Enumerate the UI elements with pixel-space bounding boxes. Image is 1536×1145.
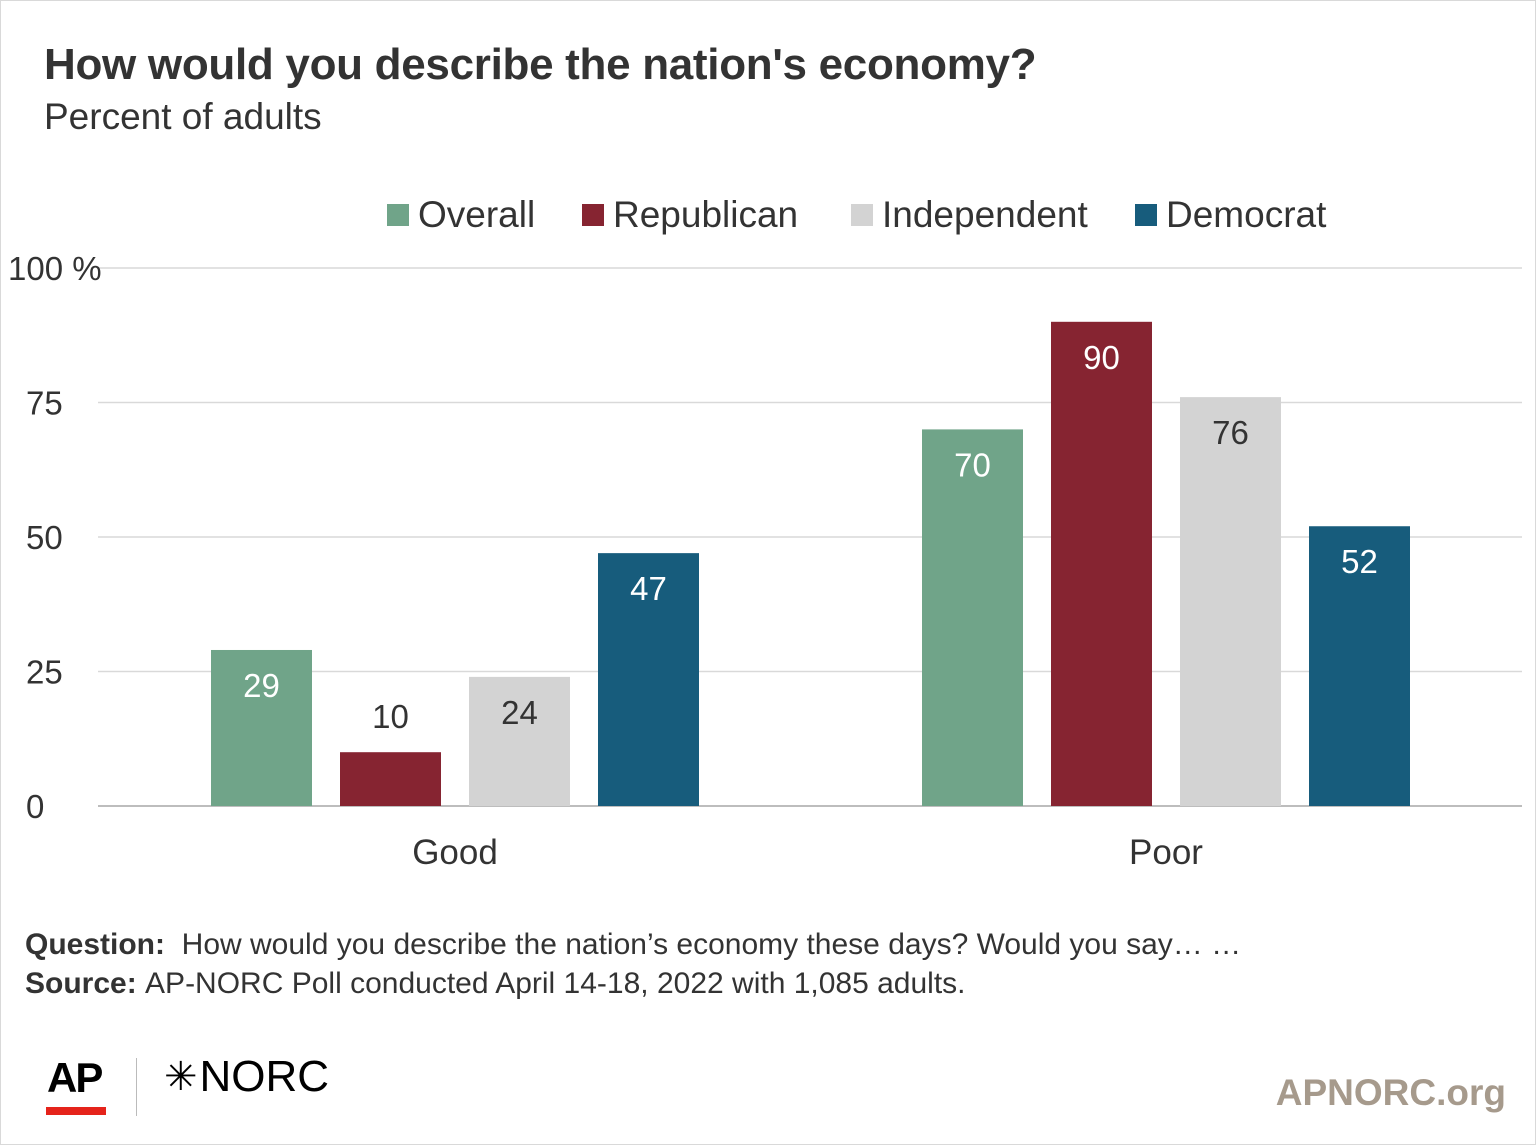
bar-chart: 0 25 50 75 100 % 29 10 24 47 Good 70 90 76 52 Poor bbox=[8, 250, 1522, 872]
bar-good-democrat bbox=[598, 553, 699, 806]
data-label-good-republican: 10 bbox=[372, 698, 409, 735]
legend: Overall Republican Independent Democrat bbox=[0, 194, 1536, 238]
bar-good-independent bbox=[469, 676, 570, 806]
question-text: How would you describe the nation’s econ… bbox=[181, 928, 1242, 961]
legend-label-independent: Independent bbox=[882, 194, 1088, 235]
chart-title: How would you describe the nation's econ… bbox=[44, 40, 1037, 89]
data-label-good-democrat: 47 bbox=[630, 570, 667, 607]
bar-poor-republican bbox=[1051, 321, 1152, 806]
ap-logo-underline bbox=[46, 1107, 106, 1115]
legend-swatch-overall bbox=[387, 204, 409, 226]
source-label: Source: bbox=[25, 967, 137, 1000]
logo-divider bbox=[136, 1058, 137, 1116]
y-tick-label-50: 50 bbox=[26, 519, 63, 556]
data-label-poor-independent: 76 bbox=[1212, 414, 1249, 451]
legend-item-independent: Independent bbox=[851, 194, 1088, 236]
data-label-poor-democrat: 52 bbox=[1341, 543, 1378, 580]
legend-item-republican: Republican bbox=[582, 194, 798, 236]
legend-swatch-democrat bbox=[1135, 204, 1157, 226]
bar-good-overall bbox=[211, 649, 312, 806]
x-category-label-poor: Poor bbox=[1129, 833, 1203, 872]
question-label: Question: bbox=[25, 928, 165, 961]
x-category-label-good: Good bbox=[412, 833, 498, 872]
y-tick-label-100: 100 % bbox=[8, 250, 102, 287]
bar-poor-overall bbox=[922, 429, 1023, 806]
bar-poor-democrat bbox=[1309, 526, 1410, 806]
legend-label-overall: Overall bbox=[418, 194, 536, 235]
legend-swatch-independent bbox=[851, 204, 873, 226]
legend-item-democrat: Democrat bbox=[1135, 194, 1326, 236]
legend-label-republican: Republican bbox=[613, 194, 799, 235]
question-note: Question: How would you describe the nat… bbox=[25, 928, 1241, 962]
norc-logo-text: NORC bbox=[199, 1052, 330, 1101]
bar-good-republican bbox=[340, 752, 441, 806]
ap-logo: AP bbox=[47, 1054, 103, 1101]
norc-star-icon: ✳ bbox=[164, 1055, 198, 1099]
bar-poor-independent bbox=[1180, 397, 1281, 806]
site-link[interactable]: APNORC.org bbox=[1275, 1072, 1506, 1113]
data-label-good-independent: 24 bbox=[501, 694, 538, 731]
data-label-poor-overall: 70 bbox=[954, 446, 991, 483]
legend-item-overall: Overall bbox=[387, 194, 535, 236]
legend-label-democrat: Democrat bbox=[1166, 194, 1327, 235]
norc-logo: ✳ NORC bbox=[164, 1052, 329, 1102]
y-tick-label-75: 75 bbox=[26, 385, 63, 422]
y-tick-label-25: 25 bbox=[26, 654, 63, 691]
source-note: Source: AP-NORC Poll conducted April 14-… bbox=[25, 967, 966, 1001]
chart-subtitle: Percent of adults bbox=[44, 96, 322, 137]
data-label-good-overall: 29 bbox=[243, 667, 280, 704]
source-text: AP-NORC Poll conducted April 14-18, 2022… bbox=[145, 967, 966, 1000]
legend-swatch-republican bbox=[582, 204, 604, 226]
data-label-poor-republican: 90 bbox=[1083, 339, 1120, 376]
y-tick-label-0: 0 bbox=[26, 788, 44, 825]
